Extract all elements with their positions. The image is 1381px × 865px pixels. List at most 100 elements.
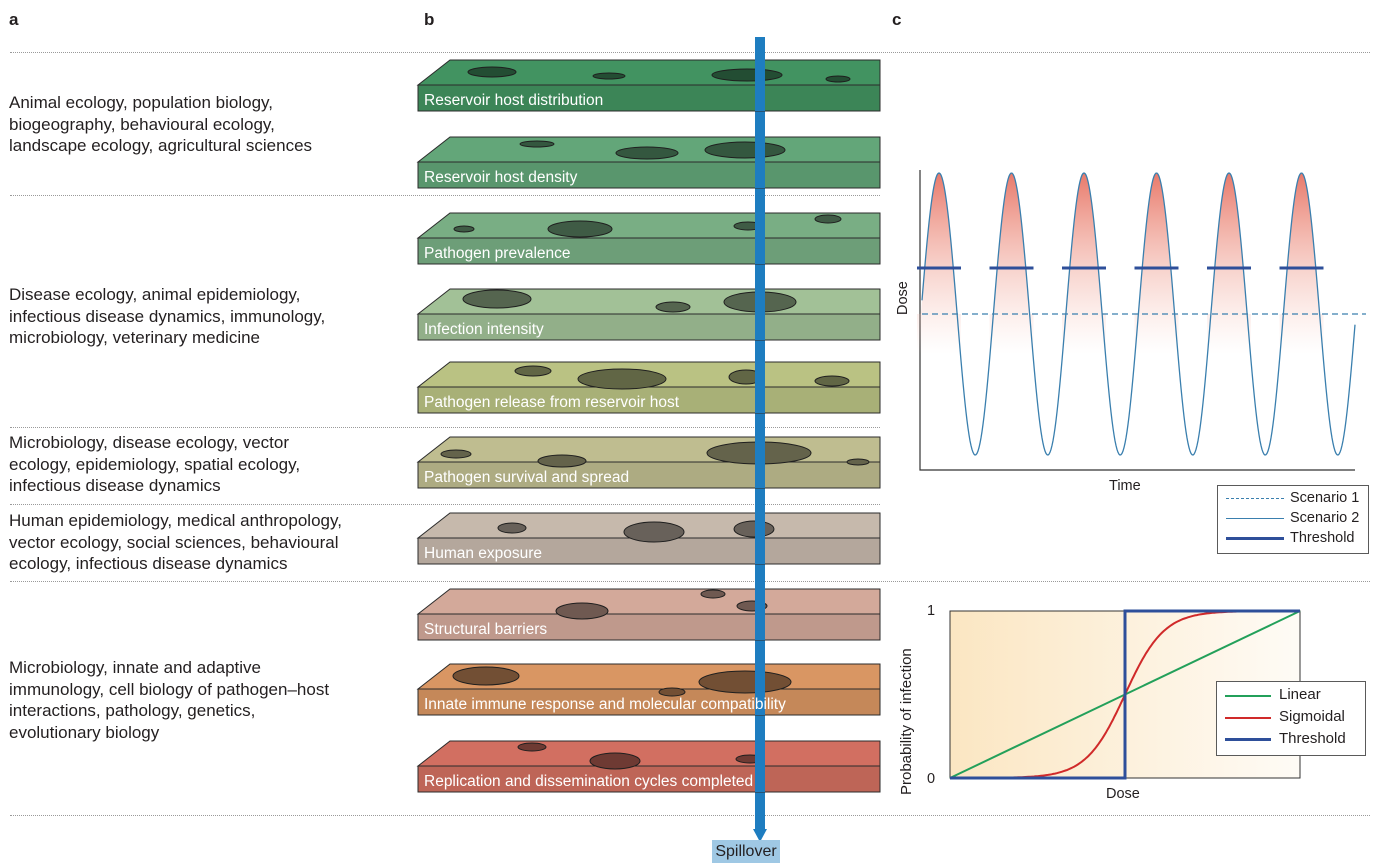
divider-2 [10, 427, 880, 428]
barrier-slab: Human exposure [416, 509, 881, 565]
field-line: immunology, cell biology of pathogen–hos… [9, 679, 330, 699]
slab-hole [846, 458, 870, 466]
slab-label: Replication and dissemination cycles com… [424, 773, 753, 790]
slab-label: Reservoir host density [424, 169, 578, 186]
slab-hole [467, 66, 517, 78]
field-group-exposure: Human epidemiology, medical anthropology… [9, 510, 404, 575]
legend-item-threshold: Threshold [1218, 528, 1368, 548]
barrier-slab: Pathogen release from reservoir host [416, 358, 881, 414]
field-line: ecology, epidemiology, spatial ecology, [9, 454, 301, 474]
field-line: biogeography, behavioural ecology, [9, 114, 275, 134]
slab-hole [658, 687, 686, 697]
slab-front-face [417, 765, 881, 793]
barrier-slab: Pathogen prevalence [416, 209, 881, 265]
slab-label: Infection intensity [424, 321, 544, 338]
field-line: Human epidemiology, medical anthropology… [9, 511, 342, 530]
barrier-slab: Reservoir host distribution [416, 56, 881, 112]
slab-hole [592, 72, 626, 80]
field-line: vector ecology, social sciences, behavio… [9, 532, 339, 552]
barrier-slab: Infection intensity [416, 285, 881, 341]
legend-label: Linear [1279, 686, 1321, 703]
slab-label: Pathogen survival and spread [424, 469, 629, 486]
slab-hole [547, 220, 613, 238]
panel-letter-a: a [9, 10, 19, 29]
panel-letter-b: b [424, 10, 435, 29]
slab-hole [462, 289, 532, 309]
slab-label: Pathogen prevalence [424, 245, 571, 262]
scenario-2-line [921, 172, 1356, 456]
legend-item-scenario2: Scenario 2 [1218, 508, 1368, 528]
field-line: Animal ecology, population biology, [9, 93, 273, 112]
slab-hole [589, 752, 641, 770]
slab-label: Reservoir host distribution [424, 92, 603, 109]
legend-item-scenario1: Scenario 1 [1218, 488, 1368, 508]
slab-label: Innate immune response and molecular com… [424, 696, 786, 713]
legend-swatch-thick [1226, 537, 1284, 540]
slab-front-face [417, 161, 881, 189]
slab-hole [700, 589, 726, 599]
legend-swatch-dashed [1226, 498, 1284, 499]
slab-front-face [417, 613, 881, 641]
slab-label: Structural barriers [424, 621, 547, 638]
slab-hole [537, 454, 587, 468]
legend-top: Scenario 1 Scenario 2 Threshold [1217, 485, 1369, 554]
barrier-slab: Structural barriers [416, 585, 881, 641]
slab-hole [814, 214, 842, 224]
slab-hole [577, 368, 667, 390]
prob-xlabel: Dose [1106, 786, 1140, 802]
peak-shade [1134, 173, 1179, 354]
spillover-label: Spillover [712, 840, 780, 863]
dose-time-xlabel: Time [1109, 478, 1141, 494]
slab-hole [814, 375, 850, 387]
legend-item-linear: Linear [1217, 685, 1365, 705]
slab-hole [452, 666, 520, 686]
prob-ytick-bottom: 0 [927, 771, 936, 787]
slab-hole [514, 365, 552, 377]
legend-label: Sigmoidal [1279, 708, 1345, 725]
field-line: interactions, pathology, genetics, [9, 701, 256, 720]
field-group-reservoir: Animal ecology, population biology, biog… [9, 92, 404, 157]
field-group-disease-ecology: Disease ecology, animal epidemiology, in… [9, 284, 404, 349]
slab-hole [440, 449, 472, 459]
legend-label: Scenario 2 [1290, 510, 1360, 526]
barrier-slab: Replication and dissemination cycles com… [416, 737, 881, 793]
barrier-slab: Pathogen survival and spread [416, 433, 881, 489]
slab-front-face [417, 461, 881, 489]
divider-4 [10, 581, 1370, 582]
legend-item-sigmoidal: Sigmoidal [1217, 707, 1365, 727]
divider-1 [10, 195, 880, 196]
legend-swatch-linear [1225, 695, 1271, 697]
field-line: landscape ecology, agricultural sciences [9, 136, 313, 155]
field-group-host: Microbiology, innate and adaptive immuno… [9, 657, 404, 743]
field-group-spread: Microbiology, disease ecology, vector ec… [9, 432, 404, 497]
dose-time-ylabel: Dose [895, 281, 911, 315]
legend-item-threshold-step: Threshold [1217, 729, 1365, 749]
legend-label: Threshold [1279, 730, 1346, 747]
slab-label: Human exposure [424, 545, 542, 562]
divider-3 [10, 504, 880, 505]
field-line: ecology, infectious disease dynamics [9, 554, 288, 573]
slab-hole [497, 522, 527, 534]
slab-hole [453, 225, 475, 233]
slab-hole [698, 670, 792, 694]
slab-front-face [417, 84, 881, 112]
divider-bottom [10, 815, 1370, 816]
slab-front-face [417, 688, 881, 716]
slab-hole [517, 742, 547, 752]
peak-shade [1207, 173, 1251, 354]
peak-shade [1062, 173, 1106, 354]
slab-hole [519, 140, 555, 148]
slab-front-face [417, 386, 881, 414]
legend-swatch-step [1225, 738, 1271, 741]
field-line: evolutionary biology [9, 722, 160, 742]
slab-front-face [417, 237, 881, 265]
legend-label: Threshold [1290, 530, 1355, 546]
field-line: Disease ecology, animal epidemiology, [9, 285, 301, 304]
slab-front-face [417, 313, 881, 341]
slab-hole [623, 521, 685, 543]
slab-hole [825, 75, 851, 83]
field-line: microbiology, veterinary medicine [9, 328, 261, 347]
threshold-step-curve [950, 609, 1300, 780]
pathway-arrowhead [753, 829, 767, 842]
